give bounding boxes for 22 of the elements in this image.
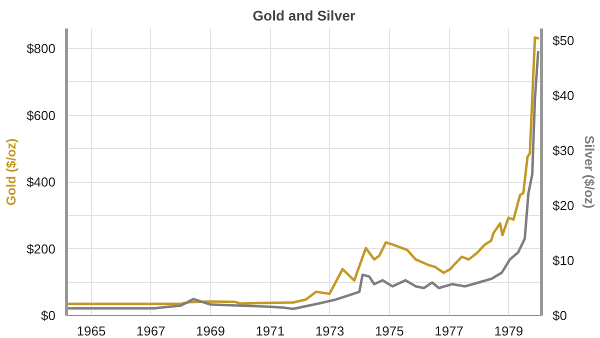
y-tick-label: $600 xyxy=(26,108,56,123)
y-tick-label: $800 xyxy=(26,41,56,56)
x-tick-label: 1967 xyxy=(136,324,166,338)
y2-tick-label: $50 xyxy=(552,33,574,48)
y-tick-label: $200 xyxy=(26,241,56,256)
x-tick-label: 1977 xyxy=(434,324,464,338)
x-tick-label: 1973 xyxy=(315,324,344,338)
y-tick-label: $0 xyxy=(41,308,56,323)
x-tick-label: 1971 xyxy=(256,324,285,338)
y2-axis-title: Silver ($/oz) xyxy=(582,136,598,208)
x-tick-label: 1979 xyxy=(494,324,524,338)
chart-title: Gold and Silver xyxy=(252,8,356,24)
y-tick-label: $400 xyxy=(26,174,56,190)
x-tick-label: 1969 xyxy=(196,324,225,338)
y2-tick-label: $0 xyxy=(552,308,567,323)
y2-tick-label: $20 xyxy=(552,198,574,214)
y2-tick-label: $40 xyxy=(552,88,574,104)
x-tick-label: 1975 xyxy=(374,324,404,338)
y2-tick-label: $30 xyxy=(552,143,574,158)
y-axis-title: Gold ($/oz) xyxy=(4,138,19,206)
y2-tick-label: $10 xyxy=(552,253,574,268)
x-tick-label: 1965 xyxy=(76,324,106,338)
